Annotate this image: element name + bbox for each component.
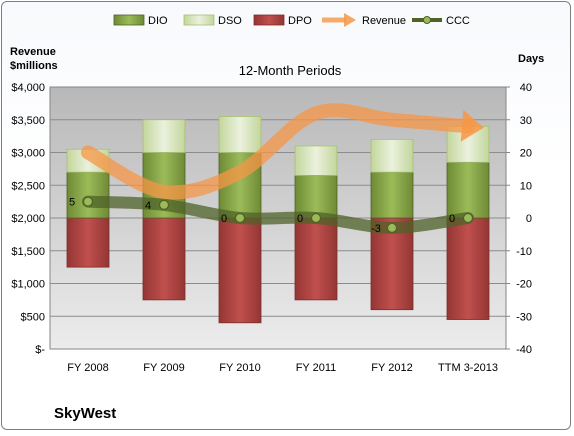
left-tick-label: $4,000	[11, 82, 45, 94]
ccc-point	[310, 212, 322, 224]
bar-dso	[294, 145, 338, 176]
x-tick-label: FY 2010	[219, 362, 260, 374]
legend: DIO DSO DPO Revenue CCC	[113, 13, 470, 27]
legend-label: CCC	[446, 15, 470, 27]
right-tick-label: -40	[516, 344, 532, 356]
left-tick-label: $-	[35, 344, 45, 356]
bar-dpo	[218, 217, 262, 324]
right-tick-label: 40	[520, 82, 532, 94]
ccc-point	[386, 222, 398, 233]
legend-swatch	[253, 14, 285, 26]
ccc-point	[82, 196, 94, 207]
bar-dio	[294, 175, 338, 219]
bar-dio	[370, 171, 414, 219]
right-tick-label: 10	[520, 180, 532, 192]
ccc-line	[82, 195, 474, 234]
bar-dpo	[446, 217, 490, 320]
left-tick-label: $3,500	[11, 115, 45, 127]
ccc-data-label: 5	[69, 197, 75, 209]
ccc-point	[158, 199, 170, 210]
right-tick-label: 30	[520, 115, 532, 127]
left-tick-label: $1,000	[11, 279, 45, 291]
x-axis: FY 2008 FY 2009 FY 2010 FY 2011 FY 2012 TTM 3…	[67, 362, 498, 374]
left-tick-label: $1,500	[11, 246, 45, 258]
legend-label: DPO	[288, 15, 312, 27]
chart-frame: $- $500 $1,000 $1,500 $2,000 $2,500 $3,000 $3,5…	[1, 1, 571, 430]
chart-title: 12-Month Periods	[239, 63, 342, 78]
ccc-data-label: 0	[221, 213, 227, 225]
legend-swatch	[113, 14, 145, 26]
ccc-chart: $- $500 $1,000 $1,500 $2,000 $2,500 $3,000 $3,5…	[10, 13, 544, 422]
ccc-point	[462, 212, 474, 224]
x-tick-label: FY 2012	[371, 362, 412, 374]
ccc-point	[234, 212, 246, 224]
x-tick-label: FY 2009	[143, 362, 184, 374]
bar-dio	[446, 161, 490, 219]
ccc-data-label: 0	[297, 213, 303, 225]
bar-dio	[66, 171, 110, 219]
left-tick-label: $500	[21, 311, 45, 323]
left-axis: $- $500 $1,000 $1,500 $2,000 $2,500 $3,000 $3,5…	[11, 82, 45, 356]
right-tick-label: 0	[526, 213, 532, 225]
left-axis-title-line2: $millions	[10, 60, 58, 72]
legend-swatch	[183, 14, 215, 26]
revenue-arrowhead	[460, 109, 484, 142]
left-axis-title-line1: Revenue	[10, 46, 56, 58]
right-axis-title: Days	[518, 53, 544, 65]
right-axis: -40 -30 -20 -10 0 10 20 30 40	[506, 82, 532, 356]
left-tick-label: $3,000	[11, 148, 45, 160]
left-tick-label: $2,000	[11, 213, 45, 225]
x-tick-label: TTM 3-2013	[438, 362, 498, 374]
x-tick-label: FY 2008	[67, 362, 108, 374]
ccc-data-label: -3	[371, 223, 381, 235]
legend-label: DSO	[218, 15, 242, 27]
bar-dpo	[294, 217, 338, 301]
right-tick-label: -10	[516, 246, 532, 258]
ccc-series: 5 4 0 0 -3 0	[69, 195, 474, 235]
left-tick-label: $2,500	[11, 180, 45, 192]
bar-dso	[218, 116, 262, 153]
right-tick-label: -30	[516, 311, 532, 323]
legend-label: Revenue	[362, 15, 406, 27]
bar-dpo	[66, 217, 110, 268]
right-tick-label: 20	[520, 148, 532, 160]
legend-marker	[423, 16, 431, 24]
revenue-line	[81, 103, 475, 200]
right-tick-label: -20	[516, 279, 532, 291]
revenue-series	[81, 103, 484, 200]
ccc-data-label: 4	[145, 200, 151, 212]
legend-arrowhead	[344, 13, 356, 27]
legend-label: DIO	[148, 15, 168, 27]
bar-dso	[142, 119, 186, 153]
ccc-data-label: 0	[449, 213, 455, 225]
x-tick-label: FY 2011	[296, 362, 337, 374]
company-name: SkyWest	[54, 405, 116, 422]
bar-dpo	[142, 217, 186, 301]
bar-dso	[370, 138, 414, 173]
